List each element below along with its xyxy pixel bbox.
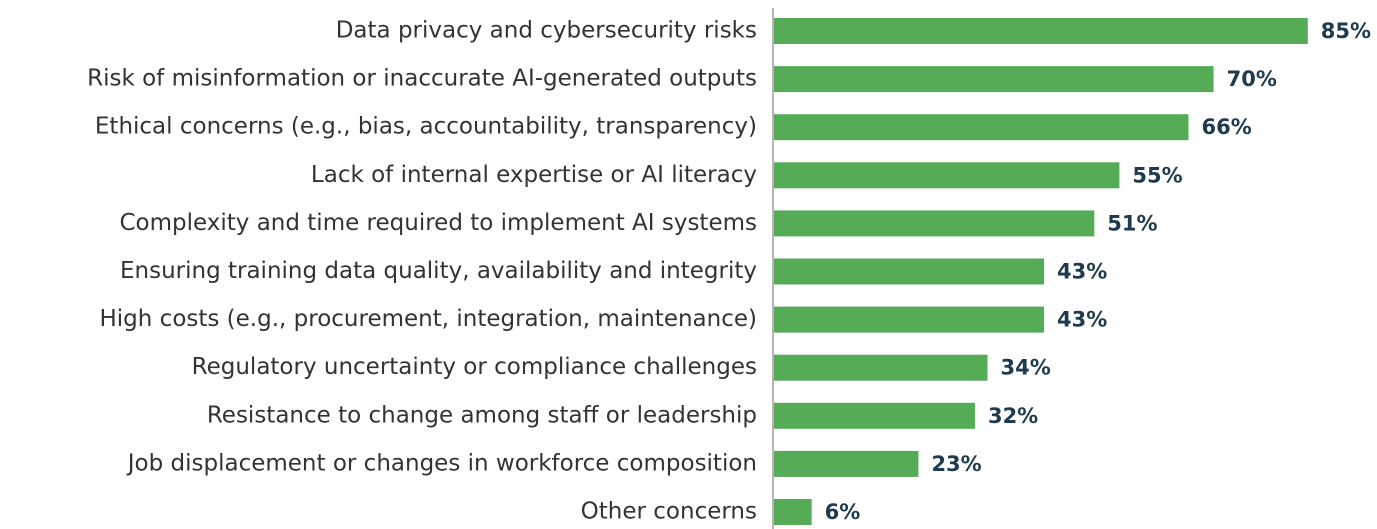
category-label: Lack of internal expertise or AI literac… bbox=[311, 162, 757, 188]
value-label: 51% bbox=[1107, 211, 1157, 235]
value-label: 23% bbox=[931, 452, 981, 476]
category-label: Ensuring training data quality, availabi… bbox=[120, 258, 757, 284]
bar bbox=[774, 402, 975, 429]
category-label: Other concerns bbox=[581, 499, 757, 525]
bar bbox=[774, 66, 1214, 93]
bar bbox=[774, 354, 988, 381]
value-label: 43% bbox=[1057, 260, 1107, 284]
bar bbox=[774, 499, 812, 525]
category-label: Ethical concerns (e.g., bias, accountabi… bbox=[95, 114, 757, 140]
bar bbox=[774, 258, 1045, 285]
bar bbox=[774, 450, 919, 477]
value-label: 32% bbox=[988, 404, 1038, 428]
bar bbox=[774, 306, 1045, 333]
value-label: 66% bbox=[1201, 115, 1251, 139]
value-label: 70% bbox=[1227, 67, 1277, 91]
bar bbox=[774, 18, 1308, 44]
value-label: 43% bbox=[1057, 308, 1107, 332]
value-label: 34% bbox=[1001, 356, 1051, 380]
category-label: Job displacement or changes in workforce… bbox=[126, 450, 757, 476]
category-label: Risk of misinformation or inaccurate AI-… bbox=[87, 66, 757, 92]
bar bbox=[774, 114, 1189, 141]
category-label: High costs (e.g., procurement, integrati… bbox=[100, 306, 758, 332]
category-label: Complexity and time required to implemen… bbox=[119, 210, 757, 236]
value-label: 85% bbox=[1321, 19, 1371, 43]
value-label: 6% bbox=[825, 500, 861, 524]
category-label: Regulatory uncertainty or compliance cha… bbox=[192, 354, 757, 380]
value-label: 55% bbox=[1132, 163, 1182, 187]
bar bbox=[774, 210, 1095, 237]
category-label: Data privacy and cybersecurity risks bbox=[336, 18, 757, 44]
category-label: Resistance to change among staff or lead… bbox=[207, 402, 757, 428]
bar bbox=[774, 162, 1120, 189]
